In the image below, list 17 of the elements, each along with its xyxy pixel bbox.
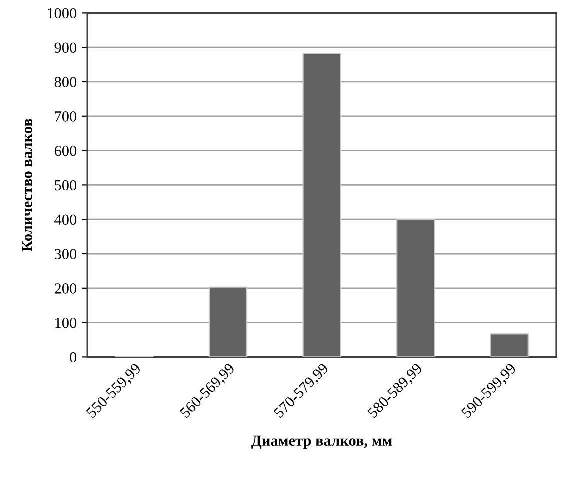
y-axis-title: Количество валков bbox=[22, 119, 32, 252]
y-tick-label: 400 bbox=[54, 214, 77, 226]
y-tick-label: 300 bbox=[54, 249, 77, 260]
y-tick-label: 700 bbox=[55, 112, 77, 122]
y-tick-label: 800 bbox=[54, 77, 77, 88]
y-tick-label: 600 bbox=[54, 146, 77, 156]
y-tick-label: 100 bbox=[56, 318, 77, 328]
y-tick-label: 200 bbox=[54, 284, 77, 294]
bar bbox=[396, 219, 436, 358]
y-tick-label: 900 bbox=[54, 42, 77, 54]
y-tick-label: 0 bbox=[70, 352, 77, 363]
bar bbox=[490, 334, 529, 358]
y-tick-label: 500 bbox=[55, 180, 77, 191]
bar bbox=[208, 286, 248, 358]
y-tick-label: 1000 bbox=[48, 8, 77, 19]
x-axis-title: Диаметр валков, мм bbox=[251, 436, 392, 450]
bar bbox=[302, 53, 342, 358]
